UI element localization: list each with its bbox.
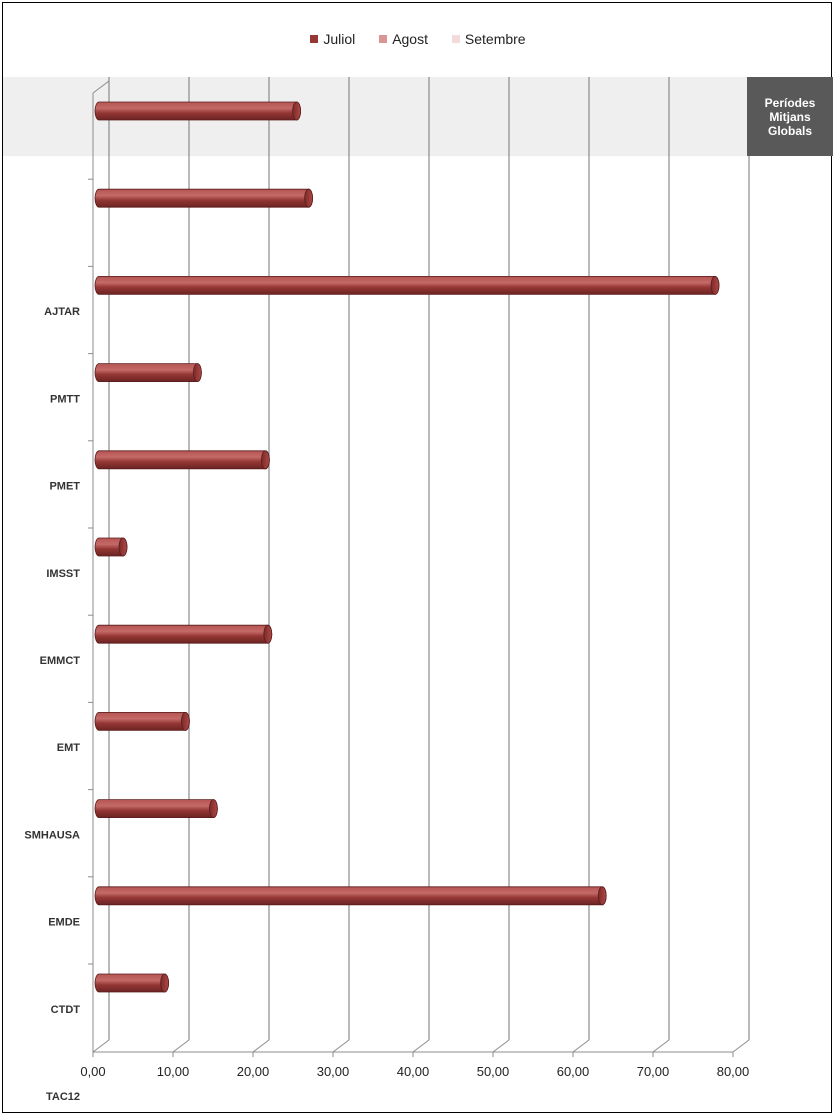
bar-ajtar-juliol <box>94 188 314 208</box>
bar-emmct-juliol <box>94 537 128 557</box>
legend-item-agost: Agost <box>379 31 428 47</box>
bar-pmet-juliol <box>94 363 202 383</box>
legend-swatch-agost <box>379 35 388 43</box>
x-tick-label-7: 70,00 <box>637 1064 670 1079</box>
category-label-emde: EMDE <box>48 917 80 929</box>
legend-label-juliol: Juliol <box>323 31 356 47</box>
floor-line-6 <box>572 1039 590 1053</box>
category-label-emt: EMT <box>57 742 81 754</box>
floor-line-2 <box>252 1039 270 1053</box>
bar-smhausa-juliol <box>94 712 190 731</box>
bar-global-juliol <box>94 101 302 121</box>
category-label-ctdt: CTDT <box>51 1004 81 1016</box>
floor-line-0 <box>92 1039 110 1053</box>
x-tick-label-5: 50,00 <box>477 1064 510 1079</box>
chart-legend: Juliol Agost Setembre <box>0 31 836 47</box>
category-label-imsst: IMSST <box>46 568 80 580</box>
legend-swatch-juliol <box>310 35 319 43</box>
x-tick-label-1: 10,00 <box>157 1064 190 1079</box>
x-tick-label-0: 0,00 <box>80 1064 105 1079</box>
bar-emde-juliol <box>94 799 218 818</box>
category-label-pmtt: PMTT <box>50 393 80 405</box>
floor-line-1 <box>172 1039 190 1053</box>
legend-item-setembre: Setembre <box>451 31 526 47</box>
bar-ctdt-juliol <box>94 886 607 906</box>
legend-swatch-setembre <box>451 35 460 43</box>
floor-line-7 <box>652 1039 670 1053</box>
x-tick-label-3: 30,00 <box>317 1064 350 1079</box>
floor-line-8 <box>732 1039 750 1053</box>
bar-imsst-juliol <box>94 450 270 470</box>
floor-line-5 <box>492 1039 510 1053</box>
floor-line-3 <box>332 1039 350 1053</box>
y-axis-depth-line <box>92 80 110 94</box>
x-tick-label-6: 60,00 <box>557 1064 590 1079</box>
bar-pmtt-juliol <box>94 275 720 295</box>
x-tick-label-2: 20,00 <box>237 1064 270 1079</box>
category-label-ajtar: AJTAR <box>44 306 80 318</box>
legend-label-agost: Agost <box>392 31 428 47</box>
legend-item-juliol: Juliol <box>310 31 355 47</box>
bar-emt-juliol <box>94 624 273 644</box>
category-label-tac12: TAC12 <box>46 1091 80 1103</box>
x-tick-label-8: 80,00 <box>717 1064 750 1079</box>
floor-line-4 <box>412 1039 430 1053</box>
x-tick-label-4: 40,00 <box>397 1064 430 1079</box>
legend-label-setembre: Setembre <box>464 31 526 47</box>
side-label-periodes-mitjans-globals: Períodes Mitjans Globals <box>747 77 833 156</box>
category-label-pmet: PMET <box>49 481 80 493</box>
category-label-smhausa: SMHAUSA <box>24 829 80 841</box>
bar-tac12-juliol <box>94 973 170 993</box>
category-label-emmct: EMMCT <box>40 655 81 667</box>
